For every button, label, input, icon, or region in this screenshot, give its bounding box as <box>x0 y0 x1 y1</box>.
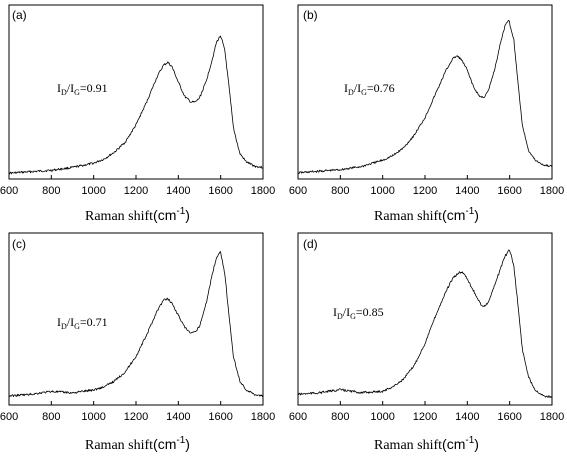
x-tick-label: 600 <box>289 185 307 197</box>
x-tick-label: 1400 <box>166 411 190 423</box>
x-tick-label: 1400 <box>455 411 479 423</box>
intensity-ratio-annotation: ID/IG=0.85 <box>333 305 384 321</box>
panel-label: (c) <box>12 237 26 251</box>
x-axis-label: Raman shift(cm-1) <box>374 435 479 453</box>
x-tick-label: 1800 <box>251 185 275 197</box>
plot-frame <box>8 4 264 180</box>
x-axis-label: Raman shift(cm-1) <box>85 435 190 453</box>
x-tick-label: 600 <box>0 185 18 197</box>
x-tick-label: 1800 <box>540 411 564 423</box>
chart-panel-c: 600 800 1000 1200 1400 1600 1800 (c) ID/IG=0.71 R… <box>0 232 275 453</box>
chart-panel-a: 600 800 1000 1200 1400 1600 1800 (a) ID/IG=0.91 R… <box>0 4 275 224</box>
x-tick-label: 1000 <box>370 411 394 423</box>
intensity-ratio-annotation: ID/IG=0.76 <box>344 81 395 97</box>
plot-frame <box>297 4 553 180</box>
x-tick-label: 1600 <box>497 411 521 423</box>
raman-spectrum-line <box>8 251 264 398</box>
x-tick-label: 1800 <box>251 411 275 423</box>
raman-spectrum-line <box>297 19 553 174</box>
x-tick-label: 1000 <box>81 411 105 423</box>
x-tick-label: 800 <box>42 185 60 197</box>
x-axis-label: Raman shift(cm-1) <box>374 206 479 224</box>
x-tick-label: 800 <box>331 185 349 197</box>
raman-spectrum-line <box>297 249 553 399</box>
x-tick-label: 1600 <box>208 185 232 197</box>
x-tick-label: 800 <box>42 411 60 423</box>
intensity-ratio-annotation: ID/IG=0.91 <box>57 81 108 97</box>
x-tick-label: 1400 <box>455 185 479 197</box>
x-tick-label: 600 <box>0 411 18 423</box>
x-tick-label: 1200 <box>124 411 148 423</box>
x-tick-label: 800 <box>331 411 349 423</box>
x-tick-label: 1400 <box>166 185 190 197</box>
raman-spectrum-line <box>9 35 264 175</box>
chart-panel-b: 600 800 1000 1200 1400 1600 1800 (b) ID/IG=0.76 R… <box>289 4 564 224</box>
x-axis-label: Raman shift(cm-1) <box>85 206 190 224</box>
panel-label: (b) <box>303 8 318 22</box>
panel-label: (d) <box>303 237 318 251</box>
x-tick-label: 1200 <box>413 411 437 423</box>
panel-label: (a) <box>12 8 27 22</box>
x-tick-label: 1800 <box>540 185 564 197</box>
chart-panel-d: 600 800 1000 1200 1400 1600 1800 (d) ID/IG=0.85 R… <box>289 232 564 453</box>
x-tick-label: 1600 <box>497 185 521 197</box>
x-tick-label: 600 <box>289 411 307 423</box>
plot-frame <box>8 232 264 406</box>
x-tick-label: 1200 <box>124 185 148 197</box>
x-tick-label: 1200 <box>413 185 437 197</box>
intensity-ratio-annotation: ID/IG=0.71 <box>57 315 108 331</box>
x-tick-label: 1600 <box>208 411 232 423</box>
x-tick-label: 1000 <box>81 185 105 197</box>
x-tick-label: 1000 <box>370 185 394 197</box>
